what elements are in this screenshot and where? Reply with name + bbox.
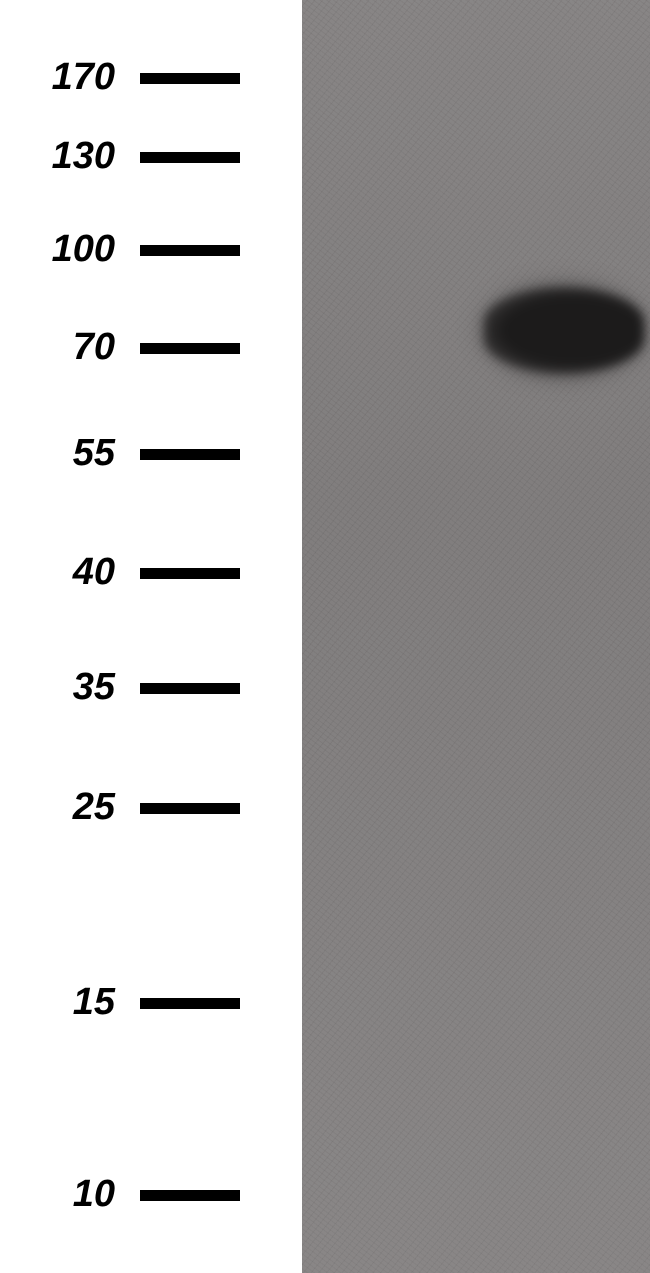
marker-tick-70 bbox=[140, 343, 240, 354]
marker-tick-25 bbox=[140, 803, 240, 814]
marker-tick-10 bbox=[140, 1190, 240, 1201]
marker-tick-15 bbox=[140, 998, 240, 1009]
marker-tick-40 bbox=[140, 568, 240, 579]
marker-label-35: 35 bbox=[0, 666, 115, 709]
marker-label-10: 10 bbox=[0, 1173, 115, 1216]
marker-tick-55 bbox=[140, 449, 240, 460]
molecular-weight-ladder: 170 130 100 70 55 40 35 25 15 10 bbox=[0, 0, 280, 1273]
marker-tick-100 bbox=[140, 245, 240, 256]
marker-label-100: 100 bbox=[0, 228, 115, 271]
band-lane-2-sample-72kda bbox=[484, 288, 644, 373]
marker-label-70: 70 bbox=[0, 326, 115, 369]
marker-label-15: 15 bbox=[0, 981, 115, 1024]
marker-tick-170 bbox=[140, 73, 240, 84]
marker-label-55: 55 bbox=[0, 432, 115, 475]
marker-label-170: 170 bbox=[0, 56, 115, 99]
marker-label-130: 130 bbox=[0, 135, 115, 178]
blot-membrane bbox=[302, 0, 650, 1273]
marker-label-25: 25 bbox=[0, 786, 115, 829]
marker-tick-130 bbox=[140, 152, 240, 163]
marker-tick-35 bbox=[140, 683, 240, 694]
membrane-shading bbox=[302, 0, 650, 1273]
marker-label-40: 40 bbox=[0, 551, 115, 594]
